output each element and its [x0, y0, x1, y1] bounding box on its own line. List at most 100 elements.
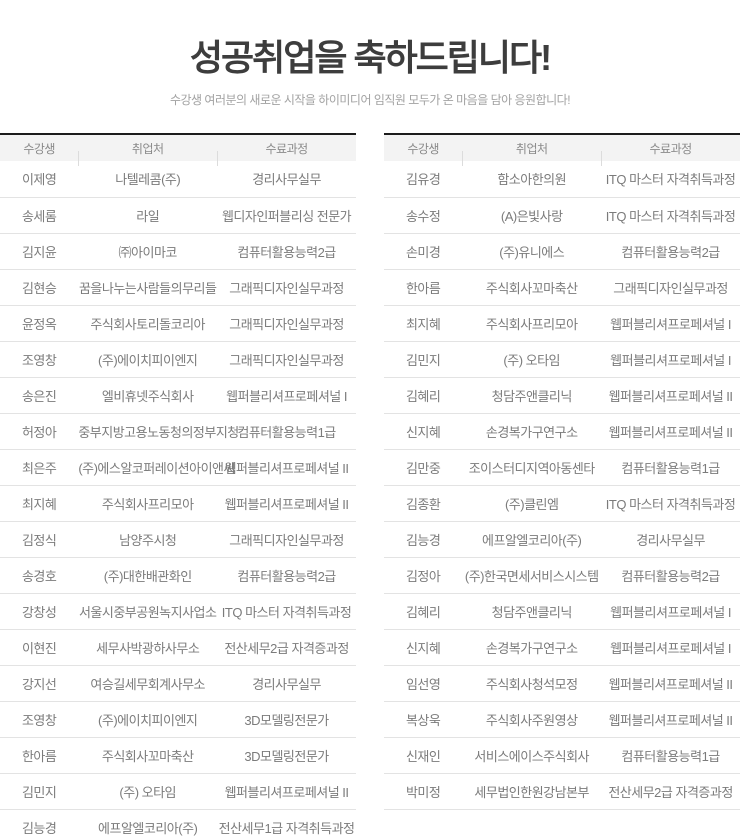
- course-cell: 웹퍼블리셔프로페셔널 I: [217, 377, 356, 414]
- course-cell: 웹퍼블리셔프로페셔널 I: [601, 305, 740, 342]
- course-cell: 컴퓨터활용능력2급: [217, 557, 356, 594]
- course-cell: [601, 809, 740, 840]
- table-row: 김종환 (주)클린엠 ITQ 마스터 자격취득과정: [384, 485, 740, 522]
- course-cell: 웹퍼블리셔프로페셔널 I: [601, 593, 740, 630]
- employer-cell: 손경복가구연구소: [462, 629, 602, 666]
- student-name-cell: 허정아: [0, 413, 79, 450]
- student-name-cell: 신지혜: [384, 413, 463, 450]
- table-row: 이현진 세무사박광하사무소 전산세무2급 자격증과정: [0, 629, 356, 666]
- employer-cell: 청담주앤클리닉: [462, 593, 602, 630]
- course-cell: 웹퍼블리셔프로페셔널 II: [601, 701, 740, 738]
- course-cell: ITQ 마스터 자격취득과정: [601, 161, 740, 198]
- table-row: 한아름 주식회사꼬마축산 3D모델링전문가: [0, 737, 356, 774]
- course-cell: 컴퓨터활용능력2급: [217, 233, 356, 270]
- table-row: 김만중 조이스터디지역아동센타 컴퓨터활용능력1급: [384, 449, 740, 486]
- employer-cell: 엘비휴넷주식회사: [78, 377, 218, 414]
- hero-banner: 성공취업을 축하드립니다! 수강생 여러분의 새로운 시작을 하이미디어 임직원…: [0, 0, 740, 108]
- column-header-student: 수강생: [384, 133, 463, 161]
- employer-cell: 주식회사프리모아: [462, 305, 602, 342]
- employment-table-right: 수강생 취업처 수료과정 김유경 함소아한의원 ITQ 마스터 자격취득과정 송수정 (A)은…: [384, 133, 740, 840]
- course-cell: 웹퍼블리셔프로페셔널 II: [601, 377, 740, 414]
- table-row: 최지혜 주식회사프리모아 웹퍼블리셔프로페셔널 I: [384, 305, 740, 342]
- table-row: 허정아 중부지방고용노동청의정부지청 컴퓨터활용능력1급: [0, 413, 356, 450]
- student-name-cell: 윤정옥: [0, 305, 79, 342]
- course-cell: 웹디자인퍼블리싱 전문가: [217, 197, 356, 234]
- student-name-cell: 강창성: [0, 593, 79, 630]
- employer-cell: 서울시중부공원녹지사업소: [78, 593, 218, 630]
- column-header-employer: 취업처: [78, 133, 218, 167]
- employer-cell: (주)대한배관화인: [78, 557, 218, 594]
- table-header-row: 수강생 취업처 수료과정: [384, 133, 740, 167]
- student-name-cell: 임선영: [384, 665, 463, 702]
- table-row: 김능경 에프알엘코리아(주) 전산세무1급 자격취득과정: [0, 809, 356, 840]
- student-name-cell: 송은진: [0, 377, 79, 414]
- student-name-cell: 조영창: [0, 701, 79, 738]
- student-name-cell: 김유경: [384, 161, 463, 198]
- table-row: 임선영 주식회사청석모정 웹퍼블리셔프로페셔널 II: [384, 665, 740, 702]
- student-name-cell: 김능경: [0, 809, 79, 840]
- employer-cell: (주)클린엠: [462, 485, 602, 522]
- student-name-cell: 최지혜: [384, 305, 463, 342]
- student-name-cell: 손미경: [384, 233, 463, 270]
- course-cell: 3D모델링전문가: [217, 737, 356, 774]
- course-cell: ITQ 마스터 자격취득과정: [601, 485, 740, 522]
- employment-table-left: 수강생 취업처 수료과정 이제영 나텔레콤(주) 경리사무실무 송세롬 라일 웹디자인퍼블리싱 …: [0, 133, 356, 840]
- employer-cell: 서비스에이스주식회사: [462, 737, 602, 774]
- table-row: 송세롬 라일 웹디자인퍼블리싱 전문가: [0, 197, 356, 234]
- student-name-cell: 김혜리: [384, 377, 463, 414]
- table-row: 김혜리 청담주앤클리닉 웹퍼블리셔프로페셔널 I: [384, 593, 740, 630]
- course-cell: 그래픽디자인실무과정: [601, 269, 740, 306]
- course-cell: 그래픽디자인실무과정: [217, 521, 356, 558]
- student-name-cell: 송세롬: [0, 197, 79, 234]
- student-name-cell: 이현진: [0, 629, 79, 666]
- column-header-employer: 취업처: [462, 133, 602, 167]
- course-cell: 컴퓨터활용능력2급: [601, 557, 740, 594]
- table-row: 신지혜 손경복가구연구소 웹퍼블리셔프로페셔널 I: [384, 629, 740, 666]
- column-header-course: 수료과정: [601, 133, 740, 167]
- student-name-cell: 김민지: [0, 773, 79, 810]
- student-name-cell: 송수정: [384, 197, 463, 234]
- employer-cell: (주)유니에스: [462, 233, 602, 270]
- table-row: 한아름 주식회사꼬마축산 그래픽디자인실무과정: [384, 269, 740, 306]
- table-row: 이제영 나텔레콤(주) 경리사무실무: [0, 161, 356, 198]
- table-row: 신재인 서비스에이스주식회사 컴퓨터활용능력1급: [384, 737, 740, 774]
- employer-cell: 에프알엘코리아(주): [462, 521, 602, 558]
- employer-cell: ㈜아이마코: [78, 233, 218, 270]
- employer-cell: 꿈을나누는사람들의무리들: [78, 269, 218, 306]
- employer-cell: 여승길세무회계사무소: [78, 665, 218, 702]
- employer-cell: 세무사박광하사무소: [78, 629, 218, 666]
- course-cell: 3D모델링전문가: [217, 701, 356, 738]
- employer-cell: (A)은빛사랑: [462, 197, 602, 234]
- student-name-cell: 김지윤: [0, 233, 79, 270]
- employer-cell: 손경복가구연구소: [462, 413, 602, 450]
- student-name-cell: 최지혜: [0, 485, 79, 522]
- table-row: 최은주 (주)에스알코퍼레이션아이앤씨 웹퍼블리셔프로페셔널 II: [0, 449, 356, 486]
- employer-cell: 주식회사청석모정: [462, 665, 602, 702]
- course-cell: 경리사무실무: [601, 521, 740, 558]
- employer-cell: (주)에이치피이엔지: [78, 701, 218, 738]
- table-row: 윤정옥 주식회사토리돌코리아 그래픽디자인실무과정: [0, 305, 356, 342]
- student-name-cell: 신지혜: [384, 629, 463, 666]
- employer-cell: 함소아한의원: [462, 161, 602, 198]
- table-row: 김능경 에프알엘코리아(주) 경리사무실무: [384, 521, 740, 558]
- student-name-cell: 김혜리: [384, 593, 463, 630]
- course-cell: 웹퍼블리셔프로페셔널 II: [217, 485, 356, 522]
- student-name-cell: 김현승: [0, 269, 79, 306]
- student-name-cell: 김민지: [384, 341, 463, 378]
- table-row: 손미경 (주)유니에스 컴퓨터활용능력2급: [384, 233, 740, 270]
- course-cell: 컴퓨터활용능력1급: [601, 737, 740, 774]
- employer-cell: (주) 오타임: [462, 341, 602, 378]
- column-header-student: 수강생: [0, 133, 79, 161]
- table-row: 김지윤 ㈜아이마코 컴퓨터활용능력2급: [0, 233, 356, 270]
- course-cell: 전산세무2급 자격증과정: [601, 773, 740, 810]
- table-row: 강지선 여승길세무회계사무소 경리사무실무: [0, 665, 356, 702]
- page-subtitle: 수강생 여러분의 새로운 시작을 하이미디어 임직원 모두가 온 마음을 담아 …: [169, 93, 571, 107]
- course-cell: 웹퍼블리셔프로페셔널 II: [217, 449, 356, 486]
- employer-cell: 에프알엘코리아(주): [78, 809, 218, 840]
- table-row: 송수정 (A)은빛사랑 ITQ 마스터 자격취득과정: [384, 197, 740, 234]
- course-cell: ITQ 마스터 자격취득과정: [217, 593, 356, 630]
- course-cell: 웹퍼블리셔프로페셔널 II: [217, 773, 356, 810]
- student-name-cell: 강지선: [0, 665, 79, 702]
- page-title: 성공취업을 축하드립니다!: [189, 37, 552, 78]
- table-row: 송은진 엘비휴넷주식회사 웹퍼블리셔프로페셔널 I: [0, 377, 356, 414]
